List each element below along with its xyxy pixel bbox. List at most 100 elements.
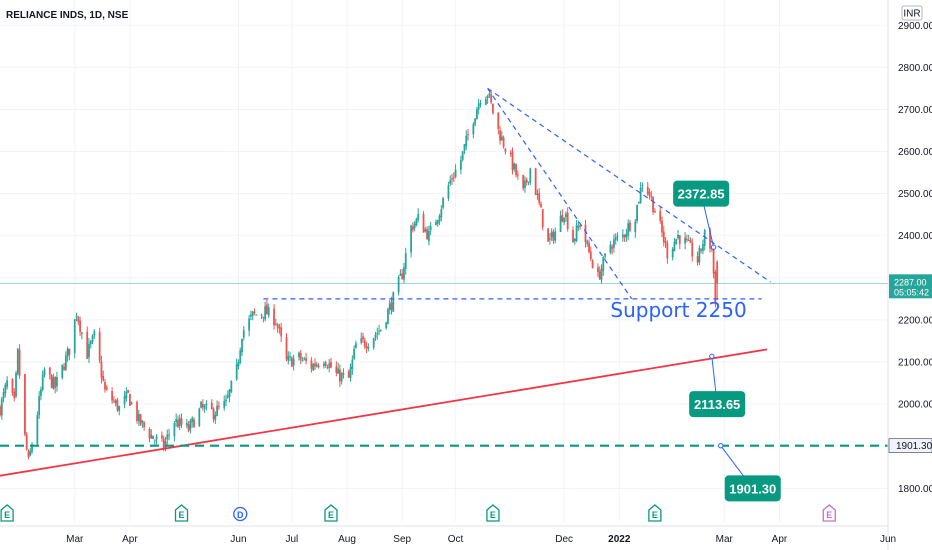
candle[interactable] [463,144,466,155]
candle[interactable] [447,181,450,201]
candle[interactable] [235,358,238,381]
candle[interactable] [417,208,420,223]
candle[interactable] [355,340,357,349]
candle[interactable] [303,356,306,361]
candle[interactable] [554,227,557,244]
candle[interactable] [91,334,94,345]
candle[interactable] [266,299,268,315]
candle[interactable] [490,91,493,105]
candle[interactable] [262,316,265,323]
candle[interactable] [577,220,580,232]
candle[interactable] [54,376,57,394]
candle[interactable] [486,94,489,104]
candle[interactable] [698,245,701,266]
candle[interactable] [130,401,133,405]
candle[interactable] [161,431,163,442]
candle[interactable] [598,266,601,280]
candle[interactable] [129,393,131,406]
candle[interactable] [427,225,430,246]
candle[interactable] [573,238,576,245]
candle[interactable] [201,399,204,411]
candle[interactable] [50,374,53,389]
candle[interactable] [125,387,128,402]
candle[interactable] [479,99,482,108]
dividend-event-marker[interactable]: D [233,506,248,522]
candle[interactable] [143,421,146,431]
candle[interactable] [210,399,213,410]
earnings-event-marker[interactable]: E [174,504,189,522]
candle[interactable] [403,262,405,284]
candle[interactable] [385,321,388,330]
candle[interactable] [648,188,651,200]
candle[interactable] [340,371,343,385]
candle[interactable] [586,239,589,247]
candle[interactable] [88,338,90,364]
candle[interactable] [310,357,313,373]
candle[interactable] [278,323,281,334]
candle[interactable] [217,401,220,411]
candle[interactable] [678,234,681,250]
candle[interactable] [686,234,688,243]
candle[interactable] [16,347,19,376]
candle[interactable] [426,226,428,240]
candle[interactable] [205,400,208,411]
candle[interactable] [200,400,202,409]
candle[interactable] [540,201,542,208]
candle[interactable] [289,351,291,362]
candle[interactable] [73,318,76,359]
candle[interactable] [588,239,590,254]
candle[interactable] [127,389,130,394]
candle[interactable] [191,416,194,428]
candle[interactable] [552,229,555,244]
candle[interactable] [15,370,17,399]
candlestick-series[interactable] [0,91,719,460]
candle[interactable] [335,361,338,377]
candle[interactable] [365,341,368,354]
candle[interactable] [484,96,487,106]
candle[interactable] [342,368,345,379]
candle[interactable] [351,355,354,375]
candle[interactable] [260,313,263,320]
candle[interactable] [326,364,329,370]
candle[interactable] [250,310,252,321]
candle[interactable] [516,170,519,180]
candle[interactable] [98,327,101,364]
currency-badge[interactable] [901,5,923,21]
candle[interactable] [353,345,356,360]
candle[interactable] [454,164,457,179]
candle[interactable] [225,394,227,406]
candle[interactable] [102,370,105,382]
candle[interactable] [68,348,71,361]
candle[interactable] [499,126,501,145]
candle[interactable] [563,217,566,226]
candle[interactable] [629,219,631,232]
candle[interactable] [56,371,58,392]
candle[interactable] [66,346,69,362]
candle[interactable] [413,220,416,232]
candle[interactable] [337,362,340,374]
price-axis[interactable]: 1800.001900.002000.002100.002200.002300.… [887,0,932,550]
candle[interactable] [100,355,103,384]
candle[interactable] [671,247,674,261]
candle[interactable] [136,400,138,424]
candle[interactable] [198,407,201,428]
candle[interactable] [112,396,115,404]
candle[interactable] [372,337,375,350]
candle[interactable] [264,301,267,322]
candle[interactable] [461,151,464,162]
candle[interactable] [621,229,624,242]
candle[interactable] [604,253,606,260]
candle[interactable] [31,442,33,455]
candle[interactable] [611,244,614,255]
candle[interactable] [460,155,462,175]
candle[interactable] [114,398,117,407]
candle[interactable] [597,263,599,277]
candle[interactable] [390,296,393,315]
candle[interactable] [511,147,514,175]
candle[interactable] [500,130,503,141]
candle[interactable] [330,357,332,369]
candle[interactable] [80,331,83,340]
candle[interactable] [641,182,644,192]
plot-area[interactable]: Support 2250 2372.85 2113.65 1901.30 E E D E E E E [0,0,889,522]
candle[interactable] [292,354,295,371]
